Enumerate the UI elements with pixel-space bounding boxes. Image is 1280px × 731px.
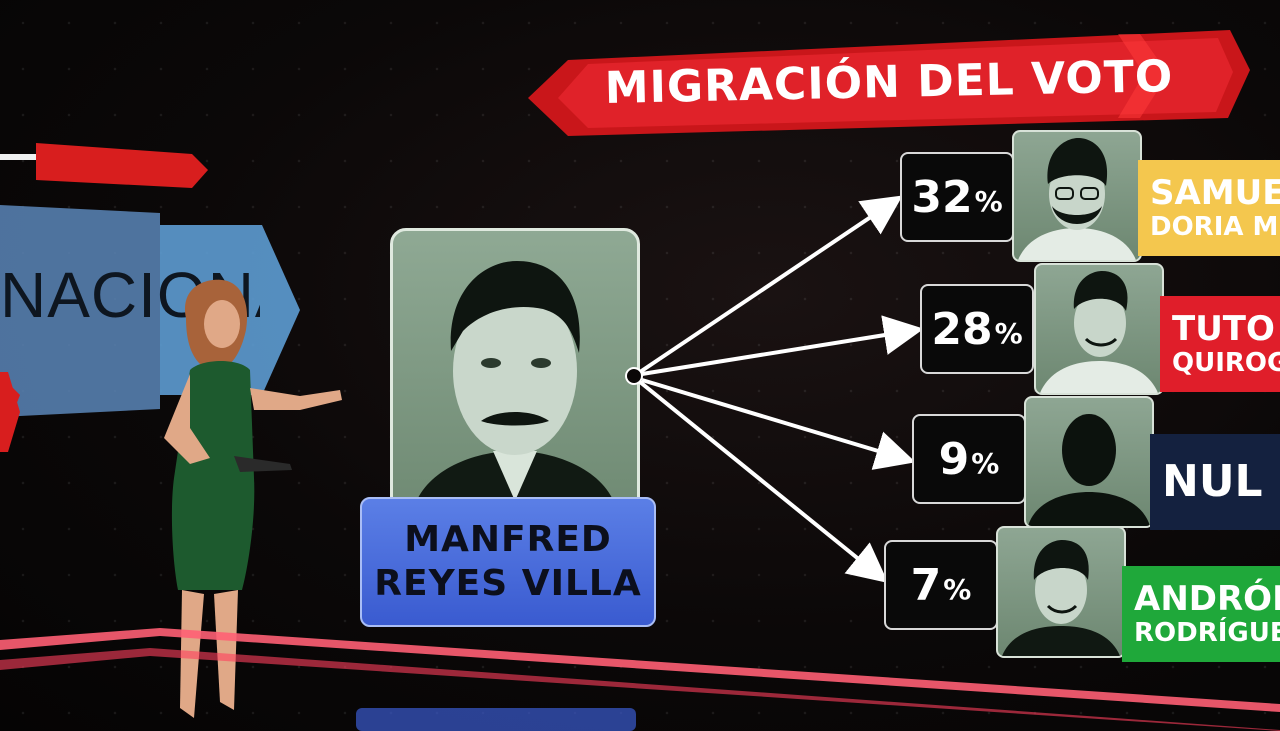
percentage-value: 7	[910, 559, 942, 611]
portrait-young-man-icon	[1002, 540, 1120, 656]
candidate-photo-row-3	[1024, 396, 1154, 528]
presenter-woman-green-dress	[164, 279, 342, 718]
percent-sign: %	[971, 446, 1000, 480]
candidate-name-tag-row-2: TUTO QUIROGA	[1160, 296, 1280, 392]
candidate-name-line1: NUL	[1162, 456, 1263, 507]
percent-sign: %	[994, 316, 1023, 350]
percent-sign: %	[943, 572, 972, 606]
candidate-name-line2: QUIROGA	[1172, 348, 1280, 378]
percentage-value: 28	[931, 303, 993, 355]
left-red-tab	[0, 143, 208, 188]
person-silhouette-icon	[1028, 414, 1150, 526]
candidate-photo-row-2	[1034, 263, 1164, 395]
source-candidate-name-line1: MANFRED	[404, 519, 612, 560]
percentage-box-row-1: 32%	[900, 152, 1014, 242]
candidate-name-tag-row-4: ANDRÓNI RODRÍGUEZ	[1122, 566, 1280, 662]
source-candidate-name-tag: MANFRED REYES VILLA	[360, 497, 656, 627]
left-red-marker	[0, 372, 20, 452]
percentage-value: 32	[911, 171, 973, 223]
candidate-name-line2: RODRÍGUEZ	[1134, 618, 1280, 648]
candidate-name-tag-row-1: SAMUEL DORIA ME	[1138, 160, 1280, 256]
title-banner: MIGRACIÓN DEL VOTO	[528, 28, 1250, 136]
portrait-man-mustache-icon	[413, 261, 617, 511]
portrait-man-glasses-beard-icon	[1018, 138, 1136, 260]
floor-neon-lights	[0, 628, 1280, 731]
percentage-box-row-2: 28%	[920, 284, 1034, 374]
percentage-value: 9	[938, 433, 970, 485]
candidate-name-line1: ANDRÓNI	[1134, 579, 1280, 619]
percentage-box-row-3: 9%	[912, 414, 1026, 504]
percent-sign: %	[974, 184, 1003, 218]
candidate-photo-row-1	[1012, 130, 1142, 262]
source-candidate-photo	[390, 228, 640, 514]
candidate-name-line1: TUTO	[1172, 309, 1275, 349]
title-banner-shape	[528, 30, 1250, 136]
percentage-box-row-4: 7%	[884, 540, 998, 630]
portrait-man-smiling-icon	[1040, 271, 1158, 393]
candidate-name-tag-row-3: NUL	[1150, 434, 1280, 530]
candidate-name-line2: DORIA ME	[1150, 212, 1280, 242]
candidate-photo-row-4	[996, 526, 1126, 658]
candidate-name-line1: SAMUEL	[1150, 173, 1280, 213]
arrow-to-row-1	[638, 195, 903, 374]
arrow-to-row-2	[641, 315, 924, 376]
arrow-to-row-3	[641, 378, 916, 470]
source-candidate-name-line2: REYES VILLA	[374, 563, 642, 604]
arrow-to-row-4	[638, 380, 889, 584]
